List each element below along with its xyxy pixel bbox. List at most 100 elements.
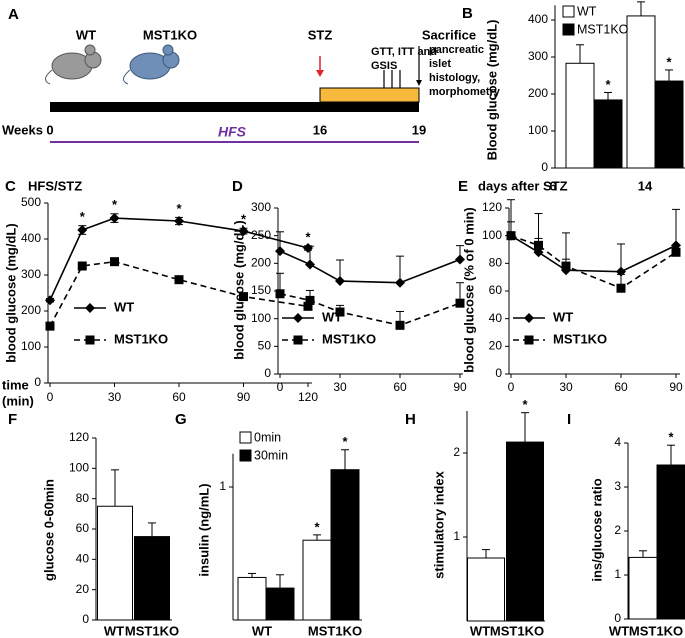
point: [275, 289, 285, 299]
legend-swatch: [562, 23, 575, 36]
tests-label: GTT, ITT and: [371, 46, 437, 58]
point: [275, 246, 285, 257]
x-tick-label: 0: [508, 380, 515, 394]
y-axis-label: ins/glucose ratio: [589, 478, 604, 581]
mouse-icon: [123, 44, 180, 85]
group-label: WT: [76, 27, 96, 42]
significance: *: [668, 430, 674, 445]
x-tick-label: WT: [104, 623, 124, 638]
legend-label: 30min: [254, 448, 288, 462]
y-tick-label: 400: [21, 231, 41, 245]
significance: *: [522, 397, 528, 412]
y-tick-label: 100: [251, 311, 271, 325]
legend-label: WT: [577, 4, 597, 18]
point: [174, 216, 184, 226]
y-tick-label: 1: [219, 479, 226, 493]
point: [561, 261, 571, 271]
y-tick-label: 200: [251, 256, 271, 270]
legend-swatch: [239, 431, 252, 444]
y-tick-label: 0: [82, 612, 89, 626]
y-axis-label: insulin (ng/mL): [196, 483, 211, 576]
panel-label: D: [232, 178, 243, 195]
series-line: [49, 260, 309, 327]
y-tick-label: 4: [614, 435, 621, 449]
y-tick-label: 100: [21, 339, 41, 353]
significance: *: [176, 201, 182, 216]
x-tick-label: WT: [609, 623, 629, 638]
y-tick-label: 300: [251, 200, 271, 214]
y-tick-label: 150: [251, 283, 271, 297]
series-line: [279, 250, 461, 284]
bar: [97, 505, 133, 621]
y-tick-label: 40: [489, 311, 503, 325]
bar: [265, 587, 295, 621]
y-axis-label: stimulatory index: [431, 470, 446, 578]
legend-label: 0min: [254, 430, 281, 444]
point: [77, 225, 88, 235]
y-tick-label: 500: [21, 195, 41, 209]
x-tick-label: 6: [549, 178, 556, 193]
y-tick-label: 0: [264, 366, 271, 380]
point: [395, 320, 405, 330]
y-axis-label: blood glucose (% of 0 min): [461, 207, 476, 372]
point: [534, 240, 543, 250]
point: [45, 321, 55, 331]
x-tick-label: 30: [333, 380, 347, 394]
legend-marker: [85, 303, 95, 313]
legend-marker: [293, 313, 303, 323]
point: [110, 257, 119, 267]
diet-label: HFS: [218, 124, 247, 140]
y-tick-label: 120: [69, 430, 89, 444]
y-tick-label: 20: [489, 339, 503, 353]
bar: [626, 15, 656, 169]
bar: [237, 576, 267, 621]
significance: *: [305, 229, 311, 244]
bar: [656, 464, 685, 620]
series-line: [49, 217, 309, 301]
endpoint-detail: morphometry: [429, 86, 501, 98]
point: [305, 295, 315, 305]
significance: *: [666, 54, 672, 69]
x-tick-label: 0: [277, 380, 284, 394]
y-tick-label: 40: [76, 552, 90, 566]
bar: [330, 469, 360, 621]
x-axis-label: (min): [2, 393, 34, 408]
legend-marker: [85, 335, 95, 345]
bar: [302, 539, 332, 621]
legend-marker: [524, 335, 534, 345]
y-tick-label: 3: [614, 479, 621, 493]
stz-period: [319, 87, 420, 103]
y-tick-label: 100: [528, 123, 548, 137]
y-tick-label: 1: [453, 529, 460, 543]
y-tick-label: 60: [489, 283, 503, 297]
x-tick-label: WT: [252, 623, 272, 638]
bar: [593, 99, 623, 169]
x-tick-label: 60: [393, 380, 407, 394]
legend-label: MST1KO: [322, 331, 376, 346]
week-tick: 19: [412, 122, 426, 137]
point: [239, 292, 248, 302]
y-tick-label: 100: [69, 461, 89, 475]
y-tick-label: 200: [528, 86, 548, 100]
week-tick: 0: [46, 122, 53, 137]
y-tick-label: 300: [21, 267, 41, 281]
panel-label: I: [567, 411, 571, 428]
x-tick-label: 90: [669, 380, 683, 394]
legend-swatch: [562, 5, 575, 18]
legend-label: MST1KO: [553, 331, 607, 346]
point: [616, 283, 626, 293]
axis-label: Weeks: [2, 122, 43, 137]
significance: *: [314, 519, 320, 534]
y-tick-label: 50: [258, 339, 272, 353]
point: [303, 301, 313, 311]
point: [305, 259, 315, 270]
point: [109, 213, 120, 224]
point: [303, 243, 313, 253]
x-tick-label: 90: [237, 390, 251, 404]
point: [455, 254, 465, 265]
bar: [628, 556, 658, 620]
y-tick-label: 0: [541, 160, 548, 174]
x-axis-label: days after STZ: [478, 178, 568, 193]
x-tick-label: 30: [559, 380, 573, 394]
arrow-head: [316, 70, 324, 77]
